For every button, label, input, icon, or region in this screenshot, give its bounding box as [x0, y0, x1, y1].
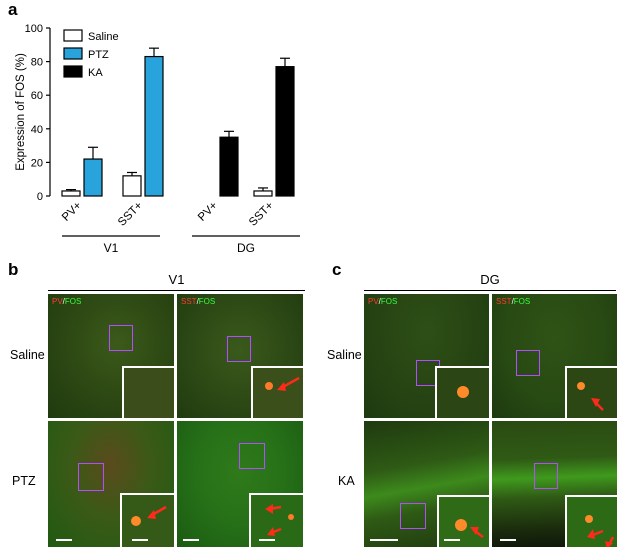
panel-b-title: V1 — [168, 272, 185, 287]
legend-label: Saline — [88, 31, 119, 43]
zoom-inset — [249, 493, 303, 547]
legend-label: PTZ — [88, 49, 109, 61]
y-tick-label: 100 — [25, 23, 43, 35]
micrograph-channel-label: PV/FOS — [368, 297, 398, 306]
micrograph-dg-saline-sst: SST/FOS — [492, 294, 617, 418]
region-of-interest-box — [109, 325, 133, 351]
scale-bar — [259, 539, 275, 541]
micrograph-channel-label: SST/FOS — [181, 297, 216, 306]
scale-bar — [500, 539, 516, 541]
panel-c-letter: c — [332, 260, 342, 279]
panel-b-row-label-1: Saline — [10, 348, 45, 362]
region-of-interest-box — [534, 463, 558, 489]
micrograph-v1-ptz-sst — [177, 421, 303, 547]
scale-bar — [444, 539, 460, 541]
zoom-inset — [120, 493, 174, 547]
zoom-inset — [122, 366, 174, 418]
scale-bar — [370, 539, 398, 541]
red-arrow-icon — [577, 382, 604, 411]
scale-bar — [56, 539, 72, 541]
y-tick-label: 60 — [31, 90, 43, 102]
micrograph-v1-saline-pv: PV/FOS — [48, 294, 174, 418]
y-tick-label: 20 — [31, 157, 43, 169]
bar-ka — [275, 66, 295, 197]
fos-bar-chart: 0 20 40 60 80 100 Expression of FOS (%) V1 DG PV… — [15, 23, 300, 254]
panel-c-row-label-2: KA — [338, 474, 355, 488]
category-label: SST+ — [247, 199, 276, 228]
panel-b-letter: b — [8, 260, 19, 279]
red-arrow-icon — [455, 519, 484, 538]
region-of-interest-box — [400, 503, 426, 529]
panel-b-row-label-2: PTZ — [12, 474, 36, 488]
micrograph-v1-saline-sst: SST/FOS — [177, 294, 303, 418]
category-label: SST+ — [116, 199, 145, 228]
micrograph-dg-saline-pv: PV/FOS — [364, 294, 489, 418]
panel-c-title: DG — [480, 272, 500, 287]
bar-ptz — [144, 55, 164, 197]
region-label: DG — [237, 241, 255, 254]
category-label: PV+ — [60, 199, 84, 223]
category-label: PV+ — [196, 199, 220, 223]
panel-a-letter: a — [8, 0, 18, 19]
micrograph-channel-label: SST/FOS — [496, 297, 531, 306]
region-of-interest-box — [78, 463, 104, 491]
legend-swatch-saline — [63, 29, 83, 42]
legend-label: KA — [88, 67, 103, 79]
bar-saline — [253, 190, 273, 197]
y-axis-label: Expression of FOS (%) — [15, 53, 27, 171]
y-tick-label: 80 — [31, 57, 43, 69]
region-label: V1 — [104, 241, 119, 254]
zoom-inset — [565, 495, 617, 547]
zoom-inset — [437, 495, 489, 547]
red-arrow-icon — [265, 376, 300, 391]
micrograph-dg-ka-pv — [364, 421, 489, 547]
red-arrow-icon — [265, 504, 294, 536]
micrograph-v1-ptz-pv — [48, 421, 174, 547]
micrograph-channel-label: PV/FOS — [52, 297, 82, 306]
bar-ptz — [83, 158, 103, 197]
red-arrow-icon — [131, 505, 167, 526]
micrograph-dg-ka-sst — [492, 421, 617, 547]
bar-saline — [122, 175, 142, 197]
zoom-inset — [251, 366, 303, 418]
red-arrow-icon — [585, 515, 615, 547]
panel-b-title-rule — [48, 290, 305, 291]
y-tick-label: 40 — [31, 124, 43, 136]
scale-bar — [132, 539, 148, 541]
zoom-inset — [435, 366, 489, 418]
bar-saline — [61, 190, 81, 197]
bar-ka — [219, 136, 239, 197]
panel-c-title-rule — [364, 290, 616, 291]
region-of-interest-box — [516, 350, 540, 376]
panel-c-row-label-1: Saline — [327, 348, 362, 362]
legend-swatch-ka — [63, 65, 83, 78]
legend-swatch-ptz — [63, 47, 83, 60]
cell-highlight-icon — [457, 386, 469, 398]
scale-bar — [183, 539, 199, 541]
y-tick-label: 0 — [37, 191, 43, 203]
region-of-interest-box — [239, 443, 265, 469]
zoom-inset — [565, 366, 617, 418]
region-of-interest-box — [227, 336, 251, 362]
